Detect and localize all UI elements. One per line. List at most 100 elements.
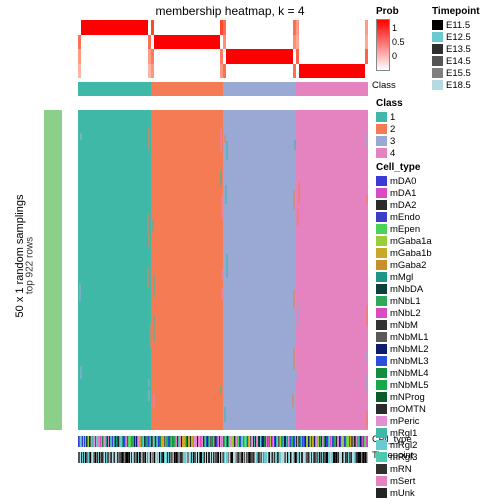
- legend-label: mNbML5: [390, 380, 429, 391]
- legend-swatch: [376, 428, 387, 438]
- legend-swatch: [376, 296, 387, 306]
- legend-label: mDA0: [390, 176, 416, 187]
- legend-label: mMgl: [390, 272, 413, 283]
- legend-label: mNbML3: [390, 356, 429, 367]
- legend-label: mNbML4: [390, 368, 429, 379]
- legend-item: mNProg: [376, 391, 496, 403]
- legend-item: mDA2: [376, 199, 496, 211]
- legend-swatch: [432, 44, 443, 54]
- legend-swatch: [376, 416, 387, 426]
- legend-swatch: [376, 136, 387, 146]
- legend-swatch: [376, 284, 387, 294]
- row-annotation-label: top 922 rows: [25, 216, 36, 316]
- legend-label: E15.5: [446, 68, 471, 79]
- legend-swatch: [376, 356, 387, 366]
- legend-label: mEpen: [390, 224, 420, 235]
- legend-prob: Prob 1 0.5 0: [376, 6, 426, 71]
- class-annotation-strip: [78, 82, 368, 96]
- legend-item: mNbDA: [376, 283, 496, 295]
- legend-item: mDA0: [376, 175, 496, 187]
- legend-swatch: [376, 236, 387, 246]
- prob-tick: 1: [392, 21, 405, 35]
- legend-item: mNbML4: [376, 367, 496, 379]
- legend-label: 4: [390, 148, 395, 159]
- legend-swatch: [376, 344, 387, 354]
- legend-item: 3: [376, 135, 446, 147]
- legend-item: mPeric: [376, 415, 496, 427]
- legend-item: mGaba1b: [376, 247, 496, 259]
- legend-swatch: [376, 440, 387, 450]
- legend-label: mNbML2: [390, 344, 429, 355]
- legend-swatch: [376, 392, 387, 402]
- legend-class: Class 1234: [376, 98, 446, 159]
- legend-label: 1: [390, 112, 395, 123]
- legend-label: 3: [390, 136, 395, 147]
- legend-label: E13.5: [446, 44, 471, 55]
- legend-item: mNbL1: [376, 295, 496, 307]
- legend-swatch: [376, 320, 387, 330]
- legend-swatch: [376, 260, 387, 270]
- legend-label: E12.5: [446, 32, 471, 43]
- legend-item: E13.5: [432, 43, 502, 55]
- legend-item: mRgl1: [376, 427, 496, 439]
- legend-swatch: [376, 404, 387, 414]
- legend-item: mEndo: [376, 211, 496, 223]
- legend-item: E14.5: [432, 55, 502, 67]
- legend-timepoint: Timepoint E11.5E12.5E13.5E14.5E15.5E18.5: [432, 6, 502, 91]
- legend-swatch: [432, 20, 443, 30]
- legend-swatch: [376, 464, 387, 474]
- legend-swatch: [432, 68, 443, 78]
- legend-item: mNbML3: [376, 355, 496, 367]
- legend-swatch: [376, 272, 387, 282]
- legend-celltype: Cell_type mDA0mDA1mDA2mEndomEpenmGaba1am…: [376, 162, 496, 499]
- legend-swatch: [376, 332, 387, 342]
- legend-swatch: [432, 80, 443, 90]
- legend-label: mOMTN: [390, 404, 426, 415]
- legend-label: mNbDA: [390, 284, 423, 295]
- legend-swatch: [432, 32, 443, 42]
- legend-item: mMgl: [376, 271, 496, 283]
- legend-label: mDA1: [390, 188, 416, 199]
- legend-label: E11.5: [446, 20, 470, 31]
- legend-swatch: [376, 308, 387, 318]
- legend-label: mNbML1: [390, 332, 429, 343]
- legend-swatch: [376, 368, 387, 378]
- legend-item: mNbML1: [376, 331, 496, 343]
- legend-swatch: [376, 488, 387, 498]
- legend-label: mNbM: [390, 320, 418, 331]
- legend-label: 2: [390, 124, 395, 135]
- prob-heatmap: [78, 20, 368, 78]
- prob-colorbar: [376, 19, 390, 71]
- legend-item: mGaba1a: [376, 235, 496, 247]
- legend-swatch: [376, 188, 387, 198]
- prob-tick: 0.5: [392, 35, 405, 49]
- legend-swatch: [376, 148, 387, 158]
- legend-label: mGaba1b: [390, 248, 432, 259]
- legend-label: mNProg: [390, 392, 425, 403]
- legend-item: mOMTN: [376, 403, 496, 415]
- row-annotation-bar: [44, 110, 62, 430]
- legend-item: 4: [376, 147, 446, 159]
- plot-title: membership heatmap, k = 4: [100, 4, 360, 18]
- legend-label: mEndo: [390, 212, 420, 223]
- legend-label: mDA2: [390, 200, 416, 211]
- legend-swatch: [376, 212, 387, 222]
- legend-item: E15.5: [432, 67, 502, 79]
- legend-label: E14.5: [446, 56, 471, 67]
- legend-item: 1: [376, 111, 446, 123]
- legend-item: mNbML2: [376, 343, 496, 355]
- legend-label: mSert: [390, 476, 415, 487]
- legend-label: E18.5: [446, 80, 471, 91]
- legend-label: mNbL2: [390, 308, 421, 319]
- legend-item: E12.5: [432, 31, 502, 43]
- legend-label: mPeric: [390, 416, 420, 427]
- legend-item: mNbL2: [376, 307, 496, 319]
- legend-swatch: [376, 476, 387, 486]
- legend-item: mRN: [376, 463, 496, 475]
- legend-label: mUnk: [390, 488, 415, 499]
- legend-label: mRgl2: [390, 440, 417, 451]
- legend-item: 2: [376, 123, 446, 135]
- legend-swatch: [376, 248, 387, 258]
- legend-swatch: [376, 452, 387, 462]
- legend-item: mGaba2: [376, 259, 496, 271]
